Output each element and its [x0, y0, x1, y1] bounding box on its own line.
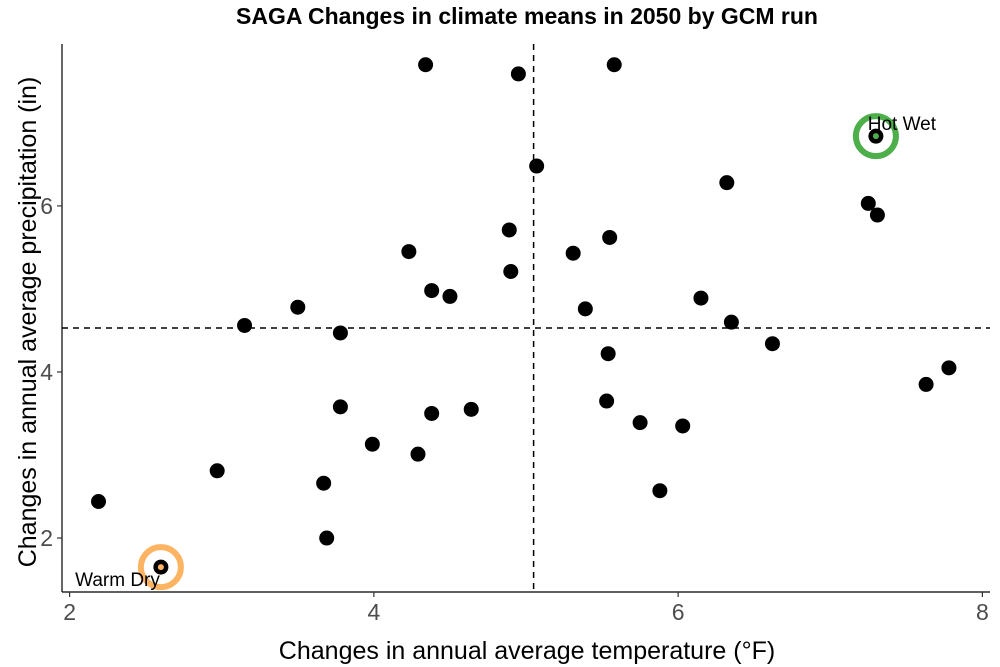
data-point [602, 229, 618, 245]
data-point [632, 415, 648, 431]
y-axis-label: Changes in annual average precipitation … [14, 77, 42, 568]
x-tick-label: 4 [367, 599, 380, 625]
highlight-dot [872, 133, 879, 140]
highlight-dot [157, 564, 164, 571]
data-point [424, 405, 440, 421]
data-point [332, 399, 348, 415]
data-point [237, 317, 253, 333]
data-point [918, 376, 934, 392]
x-tick-label: 8 [976, 599, 989, 625]
data-point [401, 244, 417, 260]
highlight-label: Hot Wet [868, 114, 937, 135]
data-point [577, 301, 593, 317]
data-point [719, 175, 735, 191]
data-point [410, 446, 426, 462]
highlight-ring [852, 113, 899, 160]
data-point [209, 463, 225, 479]
data-point [652, 483, 668, 499]
data-point [319, 530, 335, 546]
data-point [693, 290, 709, 306]
data-point [941, 360, 957, 376]
data-point [869, 207, 885, 223]
plot-area: 2 4 6 8 2 4 6 Hot Wet Warm Dry [40, 44, 990, 625]
data-point [91, 493, 107, 509]
y-tick-label: 4 [40, 359, 53, 385]
data-point [675, 418, 691, 434]
chart-title: SAGA Changes in climate means in 2050 by… [236, 3, 818, 29]
data-point [565, 245, 581, 261]
data-point [442, 288, 458, 304]
y-tick-label: 2 [40, 525, 53, 551]
data-point [418, 57, 434, 73]
data-point [332, 325, 348, 341]
data-point [463, 401, 479, 417]
data-point [503, 264, 519, 280]
x-tick-label: 6 [672, 599, 685, 625]
data-point [501, 222, 517, 238]
highlight-ring [137, 544, 184, 591]
data-point [764, 336, 780, 352]
data-point [290, 299, 306, 315]
data-point [510, 66, 526, 82]
data-point [424, 283, 440, 299]
data-point [316, 475, 332, 491]
data-point [600, 346, 616, 362]
x-axis-label: Changes in annual average temperature (°… [279, 637, 775, 665]
data-point [860, 195, 876, 211]
y-tick-label: 6 [40, 193, 53, 219]
data-point [364, 436, 380, 452]
x-tick-label: 2 [63, 599, 76, 625]
data-point [606, 57, 622, 73]
data-point [723, 314, 739, 330]
data-point [599, 393, 615, 409]
highlight-label: Warm Dry [75, 570, 160, 591]
data-point [529, 158, 545, 174]
